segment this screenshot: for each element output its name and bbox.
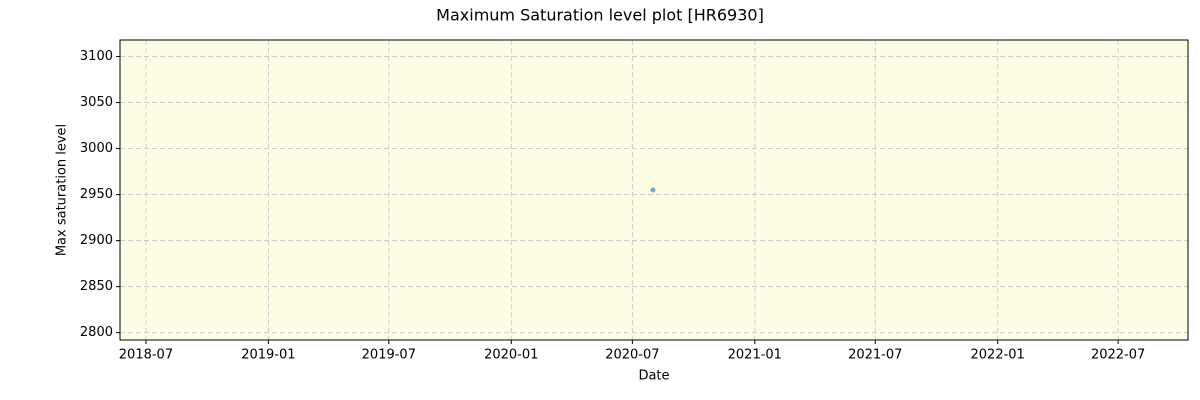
y-tick-label: 3050 [80,95,113,110]
y-axis-label: Max saturation level [55,124,70,256]
y-tick-label: 3000 [80,141,113,156]
x-tick-label: 2022-01 [971,348,1025,363]
y-tick-label: 3100 [80,49,113,64]
x-tick-label: 2018-07 [119,348,173,363]
x-tick-label: 2019-07 [362,348,416,363]
y-tick-label: 2850 [80,279,113,294]
x-axis-label: Date [638,369,669,384]
x-tick-label: 2019-01 [241,348,295,363]
x-tick-label: 2022-07 [1091,348,1145,363]
y-tick-label: 2800 [80,325,113,340]
chart-title: Maximum Saturation level plot [HR6930] [436,6,764,25]
data-point [650,187,656,193]
x-tick-label: 2020-01 [484,348,538,363]
x-tick-label: 2021-01 [728,348,782,363]
plot-frame [119,39,1189,341]
y-tick-label: 2950 [80,187,113,202]
x-tick-label: 2020-07 [605,348,659,363]
y-tick-label: 2900 [80,233,113,248]
x-tick-label: 2021-07 [848,348,902,363]
